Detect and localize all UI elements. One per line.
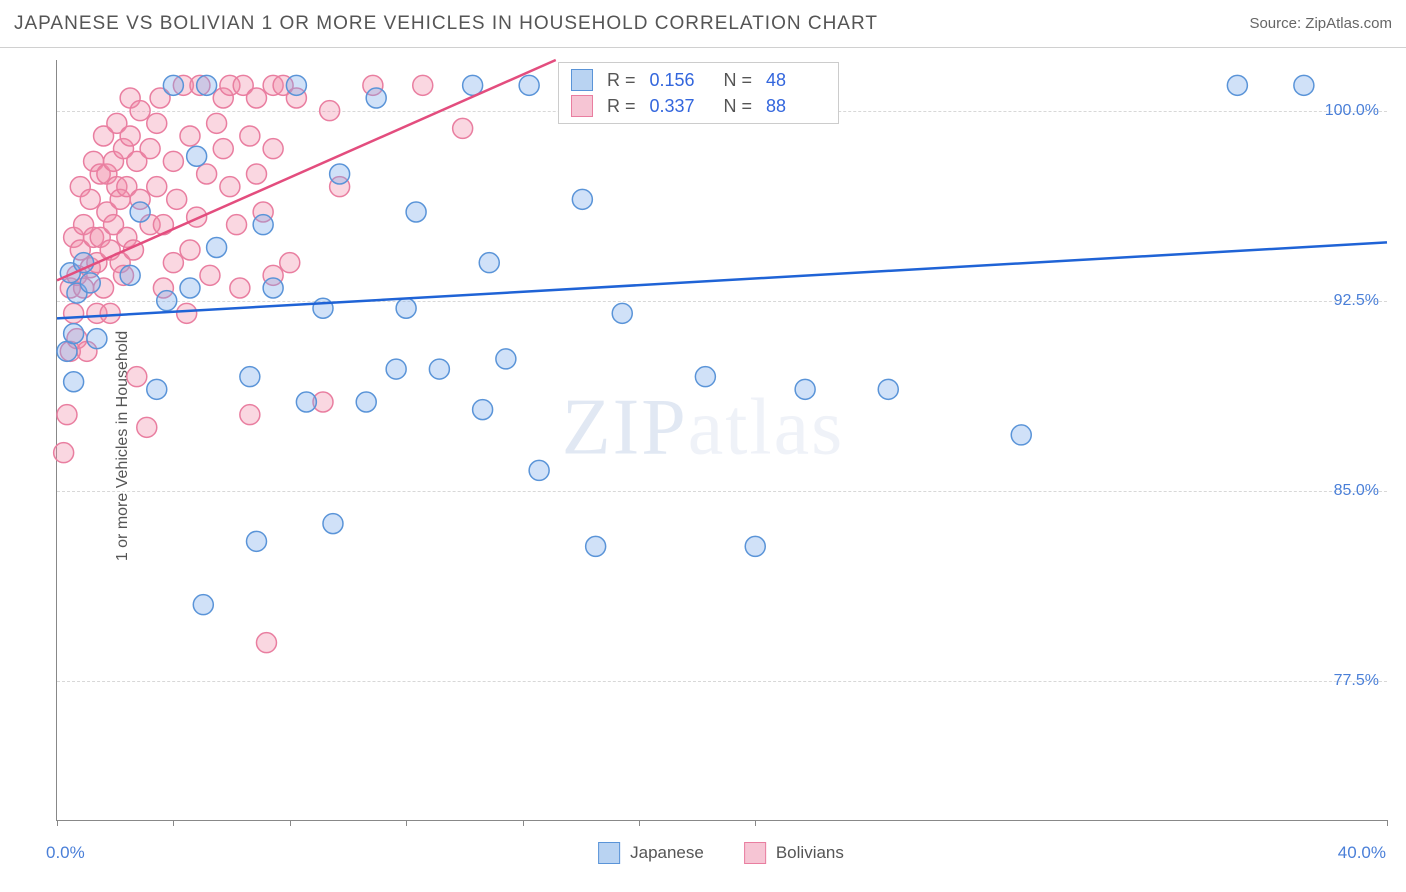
swatch-japanese [598, 842, 620, 864]
correlation-row-bolivians: R = 0.337 N = 88 [571, 95, 826, 117]
x-tick [1387, 820, 1388, 826]
series-legend: Japanese Bolivians [598, 842, 844, 864]
swatch-bolivians [571, 95, 593, 117]
x-tick [755, 820, 756, 826]
legend-item-japanese: Japanese [598, 842, 704, 864]
x-axis-end-label: 40.0% [1338, 843, 1386, 863]
n-label: N = [724, 96, 753, 117]
x-tick [173, 820, 174, 826]
r-label: R = [607, 96, 636, 117]
x-tick [406, 820, 407, 826]
x-tick [57, 820, 58, 826]
r-value-japanese: 0.156 [650, 70, 710, 91]
x-tick [639, 820, 640, 826]
x-tick [290, 820, 291, 826]
n-value-japanese: 48 [766, 70, 826, 91]
correlation-legend: R = 0.156 N = 48 R = 0.337 N = 88 [558, 62, 839, 124]
x-axis-row: 0.0% Japanese Bolivians 40.0% [56, 828, 1386, 878]
legend-label-japanese: Japanese [630, 843, 704, 863]
title-bar: JAPANESE VS BOLIVIAN 1 OR MORE VEHICLES … [0, 0, 1406, 48]
legend-item-bolivians: Bolivians [744, 842, 844, 864]
swatch-bolivians [744, 842, 766, 864]
correlation-row-japanese: R = 0.156 N = 48 [571, 69, 826, 91]
r-label: R = [607, 70, 636, 91]
x-axis-start-label: 0.0% [46, 843, 85, 863]
scatter-svg [57, 60, 1387, 820]
legend-label-bolivians: Bolivians [776, 843, 844, 863]
n-value-bolivians: 88 [766, 96, 826, 117]
x-tick [523, 820, 524, 826]
r-value-bolivians: 0.337 [650, 96, 710, 117]
n-label: N = [724, 70, 753, 91]
plot-area: 77.5%85.0%92.5%100.0% [56, 60, 1387, 821]
chart-title: JAPANESE VS BOLIVIAN 1 OR MORE VEHICLES … [14, 13, 878, 35]
source-attribution: Source: ZipAtlas.com [1249, 15, 1392, 32]
swatch-japanese [571, 69, 593, 91]
